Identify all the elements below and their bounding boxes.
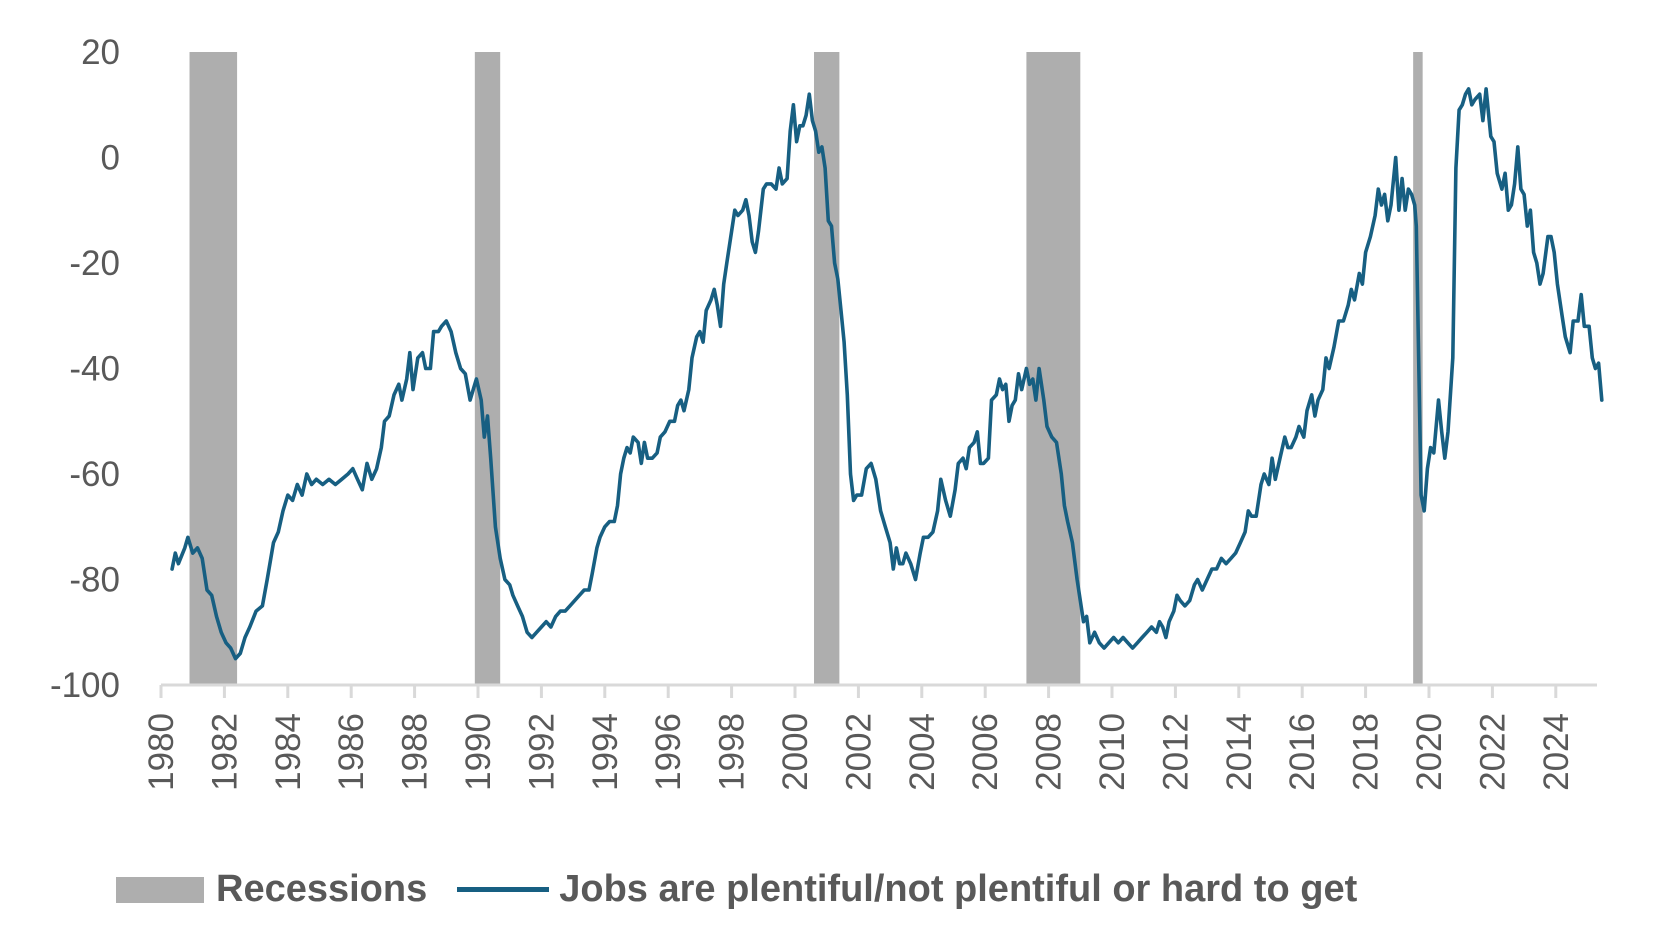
x-axis-tick-labels: 1980 1982 1984 1986 1988 1990 1992 1994 1996 1998… (142, 713, 1576, 791)
y-tick-label: -100 (50, 666, 120, 705)
x-tick-label: 2018 (1347, 713, 1386, 791)
x-tick-label: 1996 (649, 713, 688, 791)
y-tick-label: -40 (69, 350, 120, 389)
jobs-differential-line (170, 87, 1604, 661)
x-tick-label: 2004 (903, 713, 942, 791)
x-tick-label: 1984 (269, 713, 308, 791)
y-tick-label: -80 (69, 561, 120, 600)
x-tick-label: 2022 (1473, 713, 1512, 791)
legend-label-recessions: Recessions (216, 868, 428, 910)
x-tick-label: 1992 (522, 713, 561, 791)
x-tick-label: 2002 (839, 713, 878, 791)
legend-label-jobs-line: Jobs are plentiful/not plentiful or hard… (559, 868, 1358, 910)
x-tick-label: 2012 (1156, 713, 1195, 791)
x-tick-label: 1998 (713, 713, 752, 791)
x-tick-label: 2000 (776, 713, 815, 791)
x-tick-label: 2024 (1537, 713, 1576, 791)
x-tick-label: 1988 (396, 713, 435, 791)
x-axis (159, 683, 1598, 698)
x-tick-label: 2010 (1093, 713, 1132, 791)
x-tick-label: 1990 (459, 713, 498, 791)
x-tick-label: 2006 (966, 713, 1005, 791)
x-tick-label: 1994 (586, 713, 625, 791)
y-tick-label: 20 (81, 33, 120, 72)
x-tick-label: 1986 (332, 713, 371, 791)
recession-bands (189, 52, 1423, 685)
recession-band (1026, 52, 1081, 685)
legend-item-recessions: Recessions (116, 868, 427, 911)
y-tick-label: -60 (69, 455, 120, 494)
recession-swatch-icon (116, 876, 204, 903)
legend-item-jobs-line: Jobs are plentiful/not plentiful or hard… (457, 868, 1357, 911)
x-tick-label: 2020 (1410, 713, 1449, 791)
y-tick-label: -20 (69, 244, 120, 283)
x-tick-label: 1982 (205, 713, 244, 791)
y-axis-tick-labels: 20 0 -20 -40 -60 -80 -100 (50, 33, 120, 705)
recession-band (474, 52, 501, 685)
chart-legend: Recessions Jobs are plentiful/not plenti… (116, 868, 1387, 911)
y-tick-label: 0 (101, 139, 120, 178)
recession-band (189, 52, 238, 685)
x-tick-label: 2014 (1220, 713, 1259, 791)
recession-band (814, 52, 840, 685)
x-tick-label: 1980 (142, 713, 181, 791)
line-swatch-icon (457, 887, 550, 892)
x-tick-label: 2008 (1030, 713, 1069, 791)
x-tick-label: 2016 (1283, 713, 1322, 791)
